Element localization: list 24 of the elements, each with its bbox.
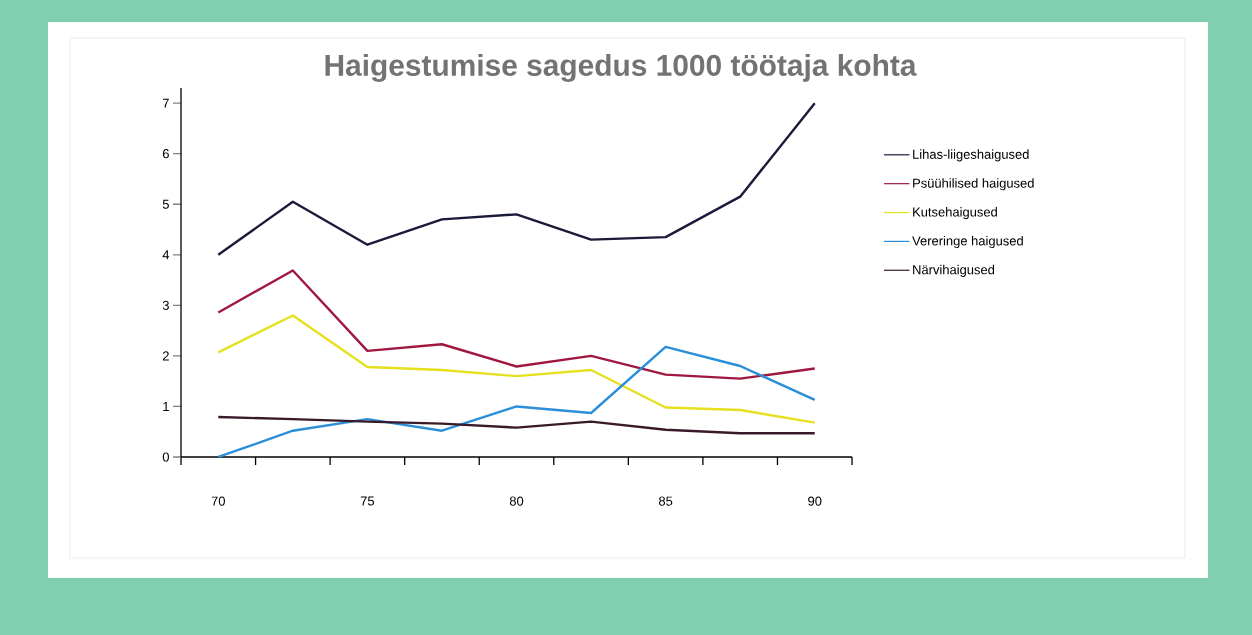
x-tick-label: 80 bbox=[509, 496, 524, 506]
line-series bbox=[217, 345, 816, 459]
y-tick-label: 4 bbox=[162, 250, 170, 260]
y-tick-label: 7 bbox=[162, 98, 169, 108]
y-tick-label: 3 bbox=[162, 300, 169, 310]
line-series bbox=[217, 415, 816, 435]
y-tick-label: 1 bbox=[163, 401, 169, 411]
line-series bbox=[217, 101, 816, 256]
y-tick-label: 5 bbox=[162, 199, 169, 209]
x-tick-label: 85 bbox=[658, 496, 673, 506]
y-tick-label: 0 bbox=[162, 452, 169, 462]
y-tick-label: 2 bbox=[162, 351, 169, 361]
chart-title: Haigestumise sagedus 1000 töötaja kohta bbox=[325, 53, 917, 82]
legend-label: Lihas-liigeshaigused bbox=[913, 149, 1029, 162]
legend-label: Psüühilised haigused bbox=[913, 178, 1034, 191]
legend-label: Närvihaigused bbox=[913, 264, 995, 277]
line-series bbox=[217, 269, 816, 380]
line-series bbox=[217, 314, 816, 424]
x-tick-label: 75 bbox=[360, 496, 375, 506]
legend-label: Kutsehaigused bbox=[913, 207, 997, 220]
x-tick-label: 70 bbox=[211, 496, 225, 506]
y-tick-label: 6 bbox=[162, 149, 169, 159]
legend-label: Vereringe haigused bbox=[912, 235, 1023, 249]
x-tick-label: 90 bbox=[808, 496, 822, 506]
